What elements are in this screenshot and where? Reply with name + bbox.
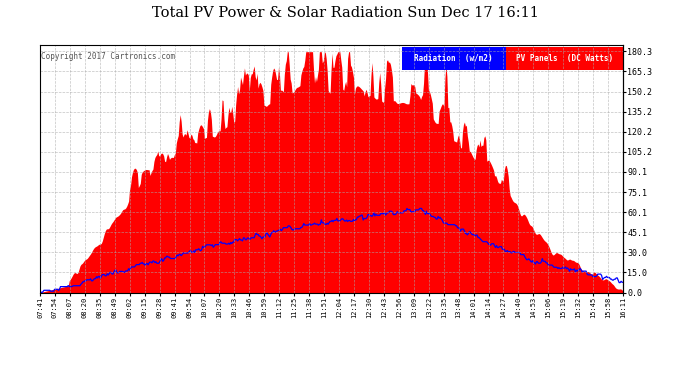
FancyBboxPatch shape <box>402 48 506 70</box>
Text: Total PV Power & Solar Radiation Sun Dec 17 16:11: Total PV Power & Solar Radiation Sun Dec… <box>152 6 538 20</box>
Text: Copyright 2017 Cartronics.com: Copyright 2017 Cartronics.com <box>41 53 175 62</box>
FancyBboxPatch shape <box>506 48 623 70</box>
Text: PV Panels  (DC Watts): PV Panels (DC Watts) <box>516 54 613 63</box>
Text: Radiation  (w/m2): Radiation (w/m2) <box>414 54 493 63</box>
